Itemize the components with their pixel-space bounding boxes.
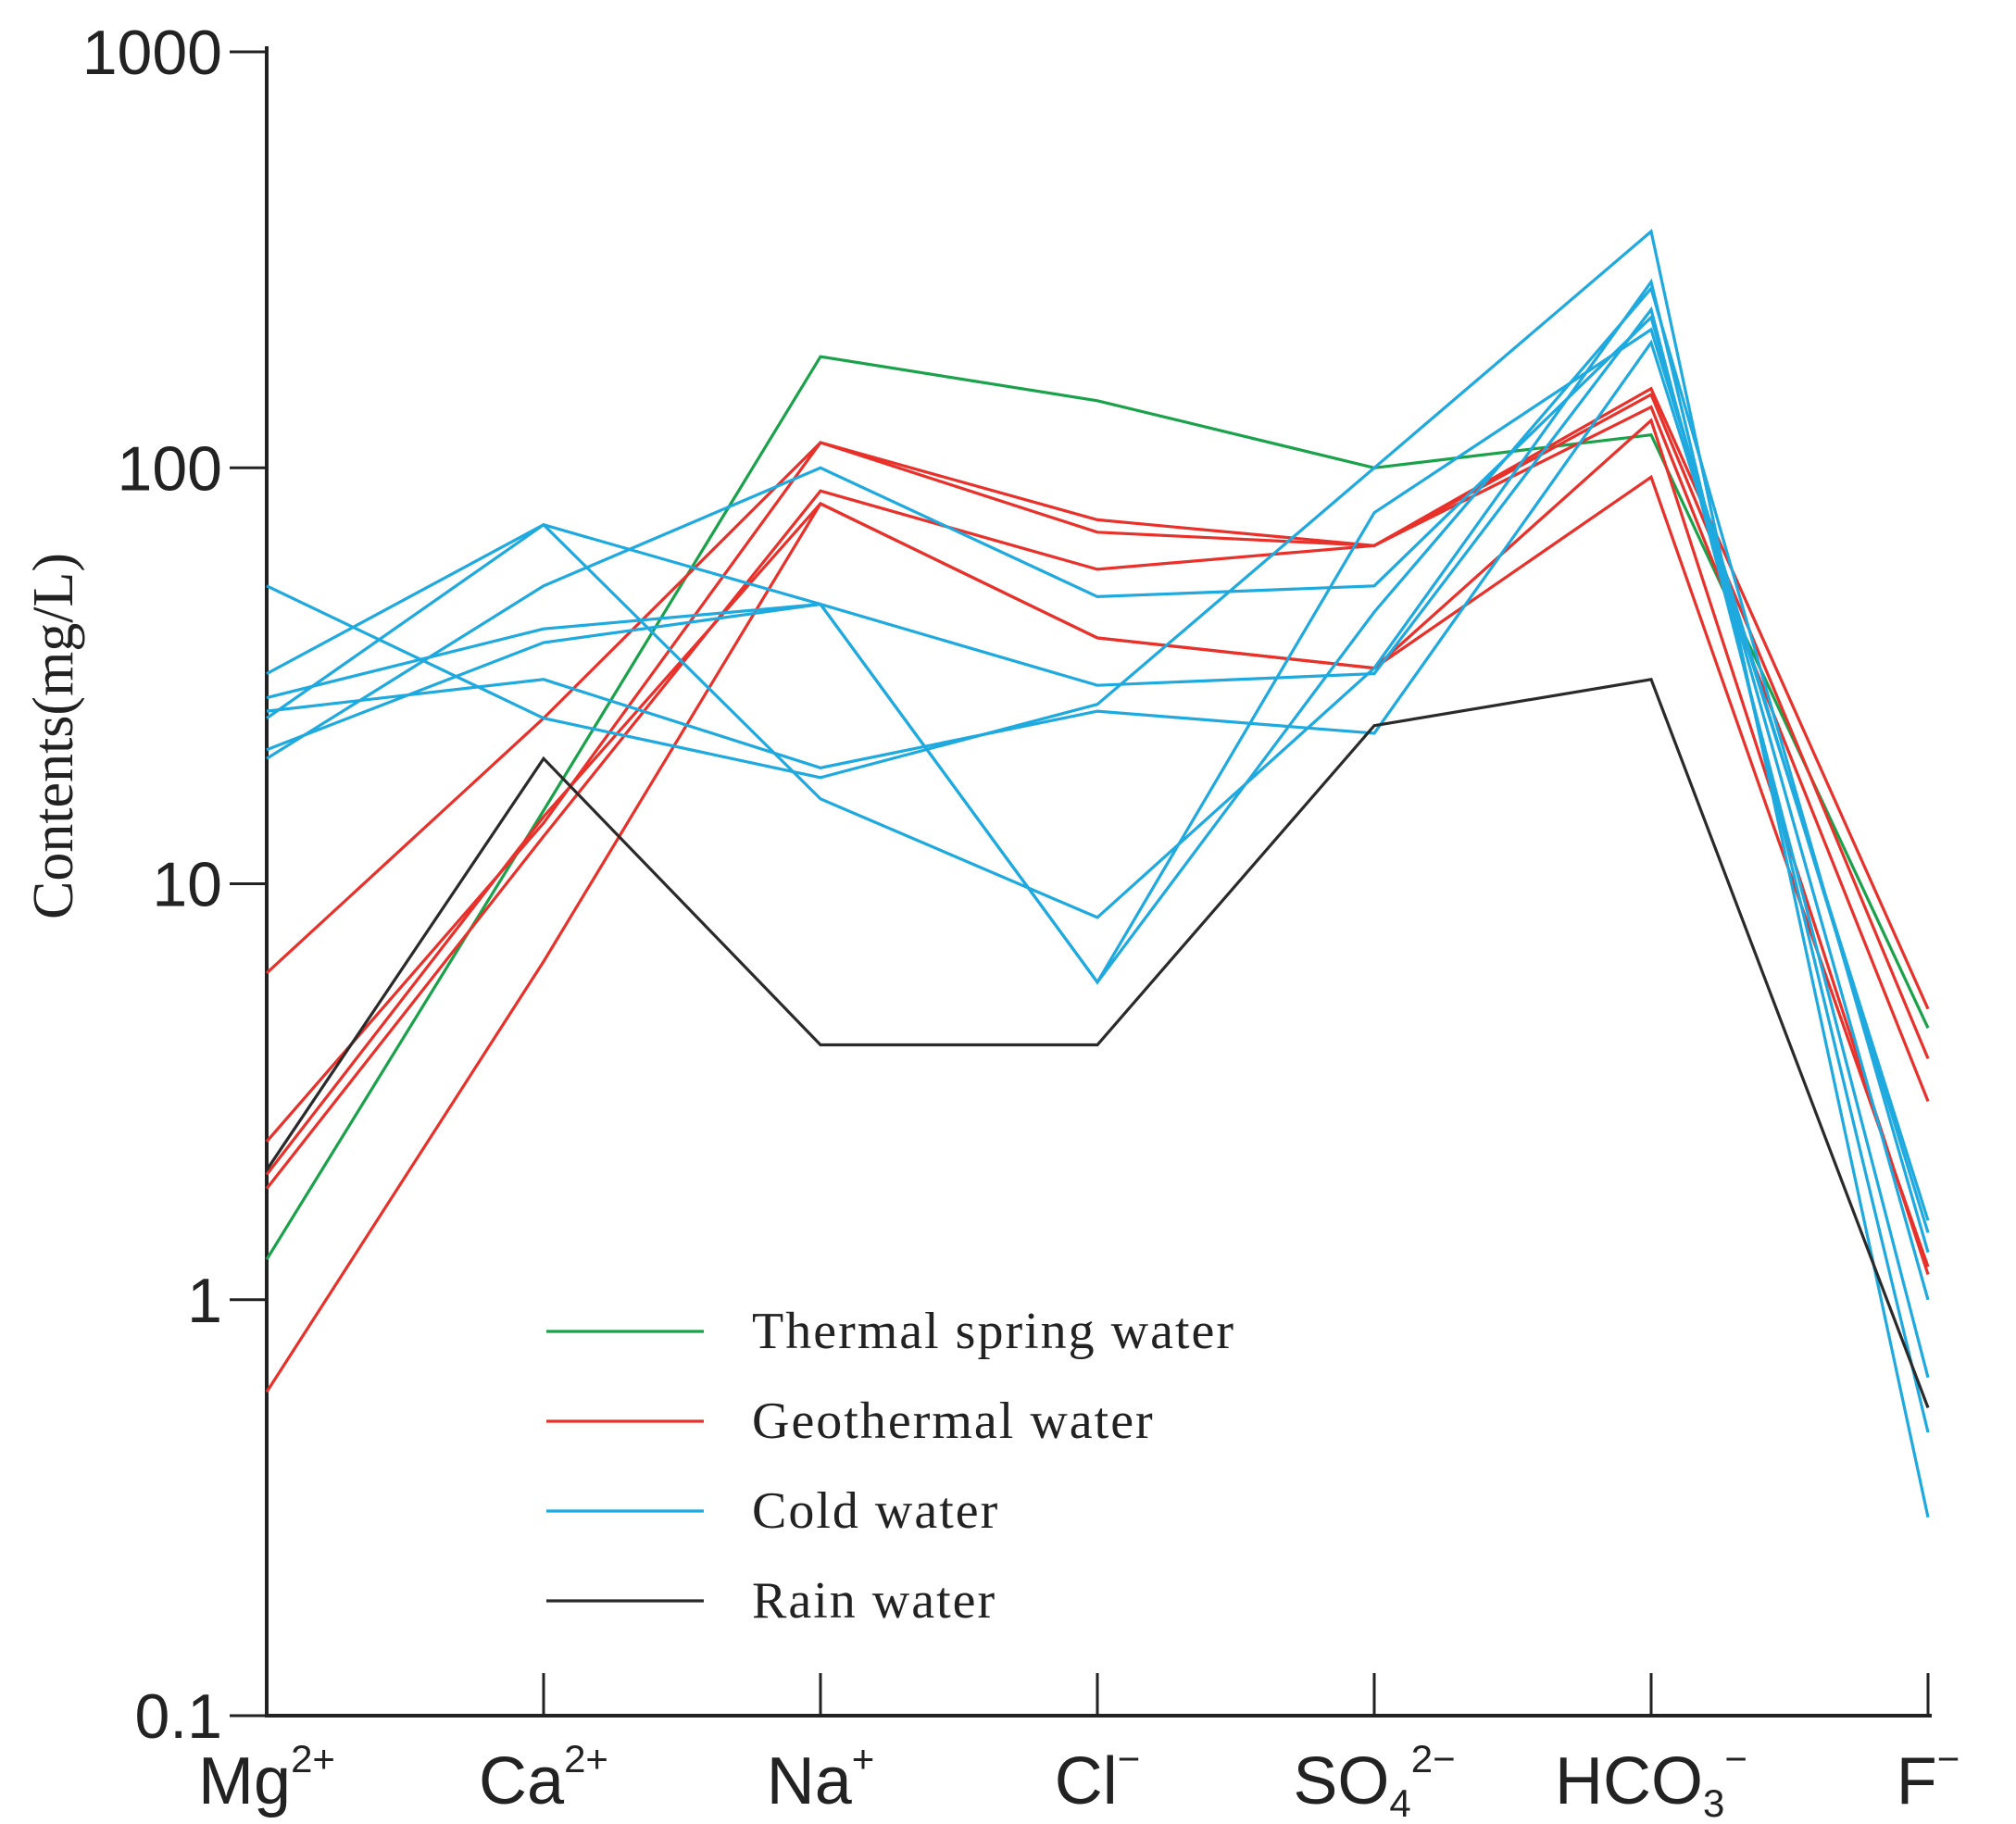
x-tick-label: HCO3− [1555, 1737, 1747, 1824]
legend-label: Rain water [752, 1572, 996, 1630]
axes: 0.1 1 10 100 1000 Mg2+ Ca2+ Na+ Cl− SO42− HCO3− F− [82, 18, 1960, 1824]
series-line-cold-water-4 [266, 314, 1930, 1301]
y-tick-label: 0.1 [134, 1681, 222, 1752]
series-line-cold-water-7 [266, 339, 1930, 1221]
y-tick-label: 1 [187, 1266, 222, 1336]
x-tick-label: Na+ [767, 1737, 875, 1818]
y-tick-label: 10 [152, 850, 222, 920]
series-line-thermal-spring-water-1 [265, 355, 1930, 1261]
legend-label: Geothermal water [752, 1393, 1155, 1450]
series-layer [265, 229, 1930, 1518]
series-line-cold-water-6 [266, 327, 1930, 1233]
series-line-cold-water-3 [266, 306, 1930, 1379]
legend: Thermal spring water Geothermal water Cold… [546, 1303, 1235, 1630]
legend-label: Cold water [752, 1482, 999, 1540]
y-tick-label: 1000 [82, 18, 222, 88]
x-tick-label: Ca2+ [479, 1737, 608, 1818]
x-tick-label: SO42− [1293, 1737, 1455, 1824]
x-tick-label: Mg2+ [198, 1737, 335, 1818]
series-line-cold-water-1 [266, 229, 1930, 1518]
series-line-geothermal-water-3 [265, 405, 1930, 1190]
y-axis-label: Contents(mg/L) [22, 553, 85, 919]
series-line-rain-water-1 [265, 678, 1930, 1408]
series-line-geothermal-water-2 [265, 392, 1930, 1143]
y-tick-label: 100 [118, 433, 222, 504]
series-line-geothermal-water-5 [265, 418, 1930, 1275]
x-tick-label: F− [1897, 1737, 1960, 1818]
legend-label: Thermal spring water [752, 1303, 1235, 1360]
series-line-geothermal-water-4 [265, 474, 1930, 1393]
x-tick-label: Cl− [1055, 1737, 1141, 1818]
